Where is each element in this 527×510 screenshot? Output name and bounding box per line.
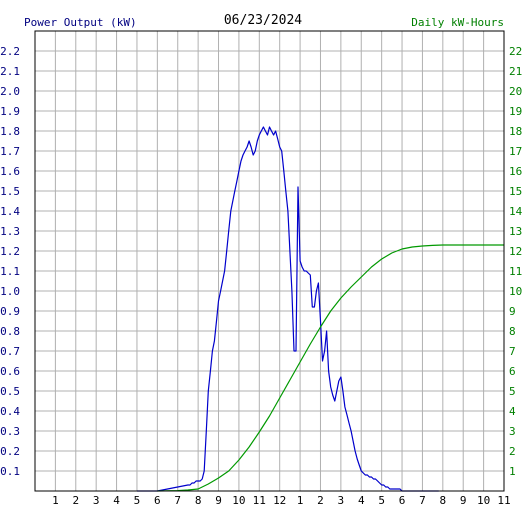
right-axis-label: Daily kW-Hours [411,16,504,29]
x-tick-label: 1 [297,494,304,507]
x-tick-label: 11 [497,494,510,507]
left-y-tick-label: 1.5 [0,185,20,198]
right-y-tick-label: 14 [509,205,523,218]
left-y-tick-label: 1.4 [0,205,20,218]
x-tick-label: 3 [338,494,345,507]
x-tick-label: 10 [477,494,490,507]
right-y-tick-label: 20 [509,85,522,98]
energy-series-line [157,244,504,492]
x-tick-label: 5 [134,494,141,507]
left-y-tick-label: 1.9 [0,105,20,118]
right-y-tick-label: 22 [509,45,522,58]
right-y-tick-label: 9 [509,305,516,318]
right-y-tick-label: 10 [509,285,522,298]
x-tick-label: 3 [93,494,100,507]
right-y-tick-label: 2 [509,445,516,458]
left-y-tick-label: 1.2 [0,245,20,258]
left-y-tick-label: 2.2 [0,45,20,58]
right-y-tick-label: 15 [509,185,522,198]
left-y-tick-label: 0.3 [0,425,20,438]
plot-frame [34,30,505,492]
x-tick-label: 7 [419,494,426,507]
grid-lines [35,31,504,491]
x-tick-label: 12 [273,494,286,507]
left-y-tick-label: 1.7 [0,145,20,158]
x-tick-label: 5 [378,494,385,507]
x-tick-label: 2 [317,494,324,507]
right-y-tick-label: 8 [509,325,516,338]
left-y-tick-label: 1.0 [0,285,20,298]
x-tick-label: 8 [195,494,202,507]
left-y-tick-label: 0.7 [0,345,20,358]
left-y-tick-label: 0.1 [0,465,20,478]
x-tick-label: 6 [399,494,406,507]
right-y-tick-label: 18 [509,125,522,138]
x-tick-label: 11 [253,494,266,507]
right-y-tick-label: 4 [509,405,516,418]
right-y-tick-label: 6 [509,365,516,378]
right-y-tick-label: 21 [509,65,522,78]
plot-series [137,126,504,492]
left-y-tick-label: 0.8 [0,325,20,338]
left-y-tick-label: 1.3 [0,225,20,238]
right-y-tick-label: 11 [509,265,522,278]
right-y-tick-label: 1 [509,465,516,478]
left-y-tick-label: 0.2 [0,445,20,458]
left-axis-label: Power Output (kW) [24,16,137,29]
x-tick-label: 6 [154,494,161,507]
left-y-tick-label: 0.5 [0,385,20,398]
left-y-tick-label: 0.4 [0,405,20,418]
x-tick-label: 2 [72,494,79,507]
right-y-tick-label: 19 [509,105,522,118]
right-y-tick-label: 12 [509,245,522,258]
left-y-tick-label: 2.0 [0,85,20,98]
left-y-tick-label: 0.6 [0,365,20,378]
chart-title: 06/23/2024 [224,13,302,28]
right-y-tick-label: 17 [509,145,522,158]
x-tick-label: 8 [440,494,447,507]
right-y-tick-label: 5 [509,385,516,398]
right-y-tick-label: 13 [509,225,522,238]
left-y-axis: 0.1 0.2 0.3 0.4 0.5 0.6 0.7 0.8 0.9 1.0 1.1 1.2 1.3 1… [0,45,20,478]
right-y-tick-label: 3 [509,425,516,438]
x-tick-label: 9 [460,494,467,507]
x-tick-label: 4 [113,494,120,507]
x-tick-label: 4 [358,494,365,507]
left-y-tick-label: 1.6 [0,165,20,178]
left-y-tick-label: 1.8 [0,125,20,138]
power-series-line [137,126,439,492]
x-tick-label: 1 [52,494,59,507]
x-axis: 1 2 3 4 5 6 7 8 9 10 11 12 1 2 3 4 5 6 7 8 9 10 11 [52,494,511,507]
x-tick-label: 9 [215,494,222,507]
left-y-tick-label: 1.1 [0,265,20,278]
right-y-tick-label: 16 [509,165,522,178]
right-y-tick-label: 7 [509,345,516,358]
x-tick-label: 7 [174,494,181,507]
x-tick-label: 10 [232,494,245,507]
left-y-tick-label: 0.9 [0,305,20,318]
left-y-tick-label: 2.1 [0,65,20,78]
